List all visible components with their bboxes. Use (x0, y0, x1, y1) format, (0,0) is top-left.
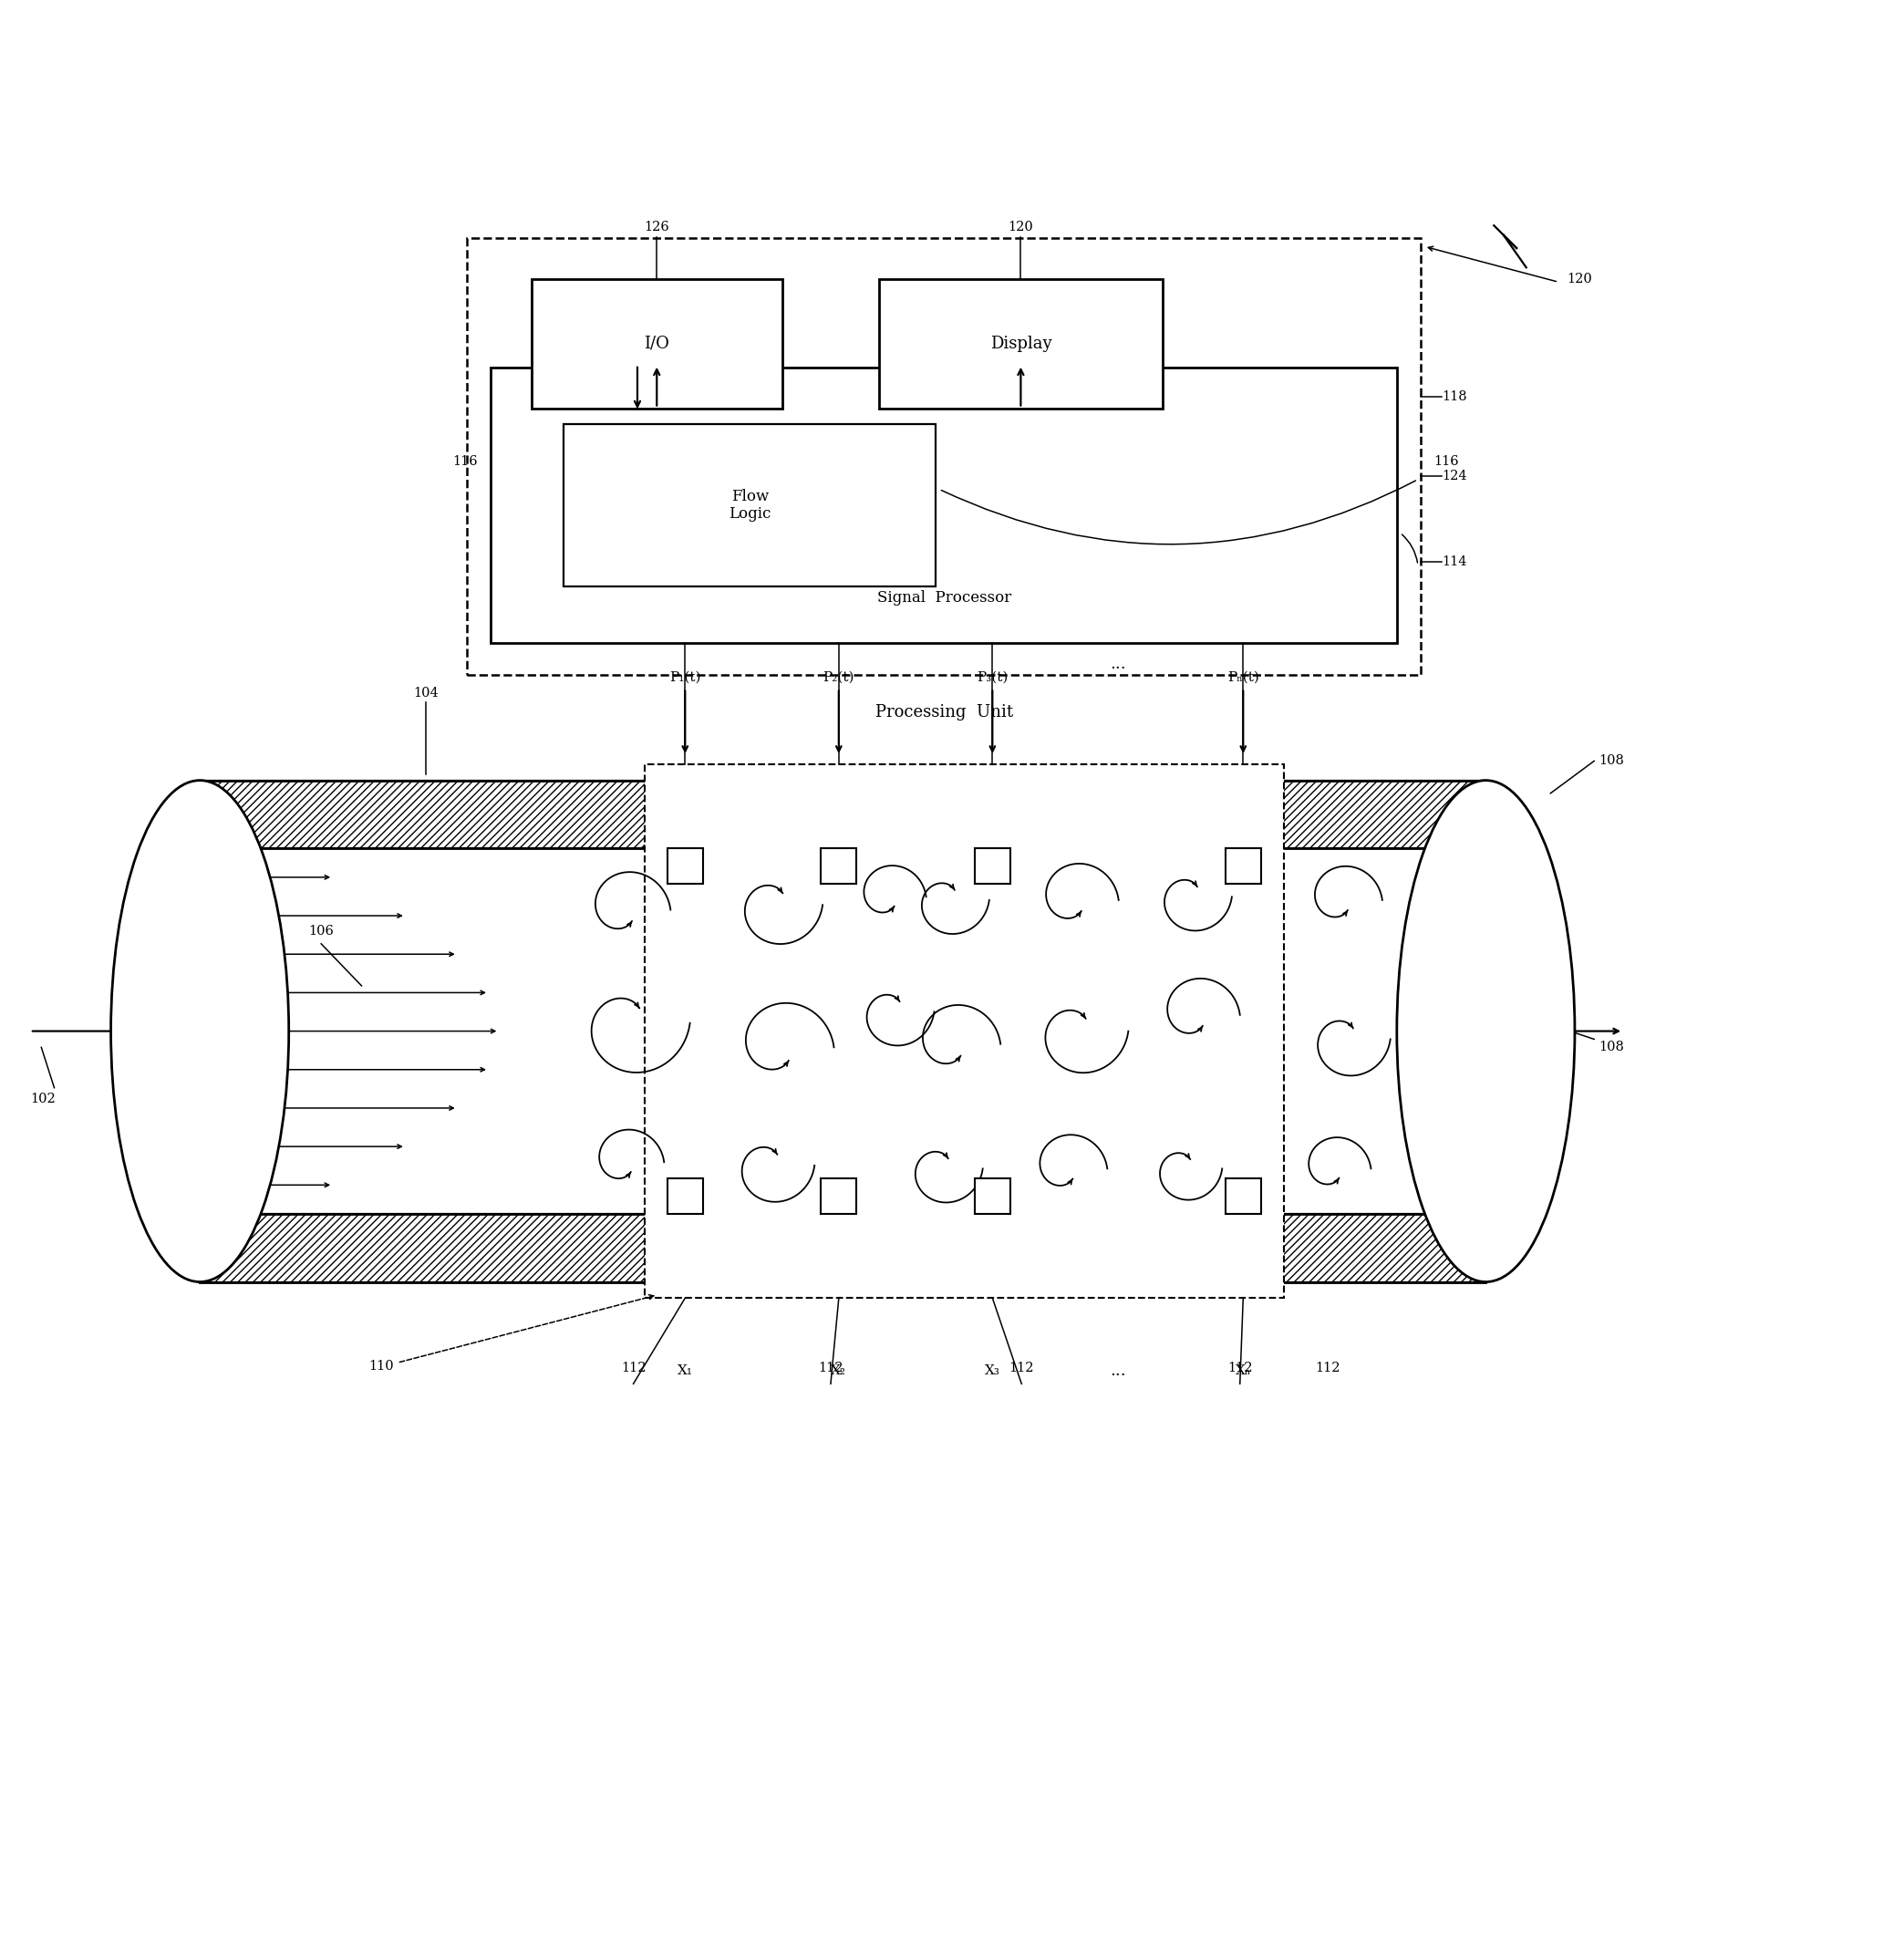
Ellipse shape (1398, 780, 1575, 1282)
Text: 112: 112 (1228, 1360, 1253, 1374)
Text: Signal  Processor: Signal Processor (876, 591, 1011, 606)
Text: 112: 112 (819, 1360, 843, 1374)
Text: 110: 110 (369, 1360, 394, 1372)
Text: 104: 104 (413, 686, 440, 700)
Bar (1226, 1179, 1260, 1214)
Text: 118: 118 (1441, 390, 1468, 403)
Text: 102: 102 (30, 1093, 55, 1105)
Text: P₂(t): P₂(t) (823, 670, 855, 684)
Text: 112: 112 (1316, 1360, 1340, 1374)
Bar (975, 848, 1011, 885)
Text: 112: 112 (621, 1360, 645, 1374)
Bar (200, 780, 1485, 848)
Text: 124: 124 (1441, 470, 1468, 483)
Text: 120: 120 (1567, 273, 1592, 285)
Bar (1226, 848, 1260, 885)
Bar (531, 279, 783, 407)
Text: P₁(t): P₁(t) (670, 670, 701, 684)
Text: 116: 116 (453, 456, 478, 468)
Text: 112: 112 (1009, 1360, 1034, 1374)
Bar (645, 764, 1283, 1298)
Bar (666, 848, 703, 885)
Text: 114: 114 (1441, 555, 1468, 569)
Bar (466, 238, 1420, 674)
Text: 108: 108 (1599, 754, 1624, 768)
Bar (821, 1179, 857, 1214)
Bar (666, 1179, 703, 1214)
Text: X₂: X₂ (830, 1364, 847, 1378)
Ellipse shape (110, 780, 289, 1282)
Text: Xₙ: Xₙ (1236, 1364, 1251, 1378)
Bar (975, 1179, 1011, 1214)
Text: Pₙ(t): Pₙ(t) (1228, 670, 1259, 684)
Text: P₃(t): P₃(t) (977, 670, 1007, 684)
Text: 116: 116 (1434, 456, 1458, 468)
Text: ...: ... (1110, 1362, 1125, 1380)
Text: 108: 108 (1599, 1041, 1624, 1054)
Text: I/O: I/O (644, 335, 670, 351)
Text: X₁: X₁ (678, 1364, 693, 1378)
Text: 120: 120 (1007, 220, 1034, 234)
Text: 106: 106 (308, 924, 333, 937)
Bar (880, 279, 1161, 407)
Bar (821, 848, 857, 885)
Text: Display: Display (990, 335, 1051, 351)
Text: 126: 126 (644, 220, 670, 234)
Text: Flow
Logic: Flow Logic (729, 489, 771, 522)
Bar (564, 425, 937, 587)
Text: X₃: X₃ (984, 1364, 1000, 1378)
Bar (200, 1214, 1485, 1282)
Text: Processing  Unit: Processing Unit (876, 704, 1013, 721)
Bar (491, 368, 1398, 643)
Text: ...: ... (1110, 655, 1125, 672)
